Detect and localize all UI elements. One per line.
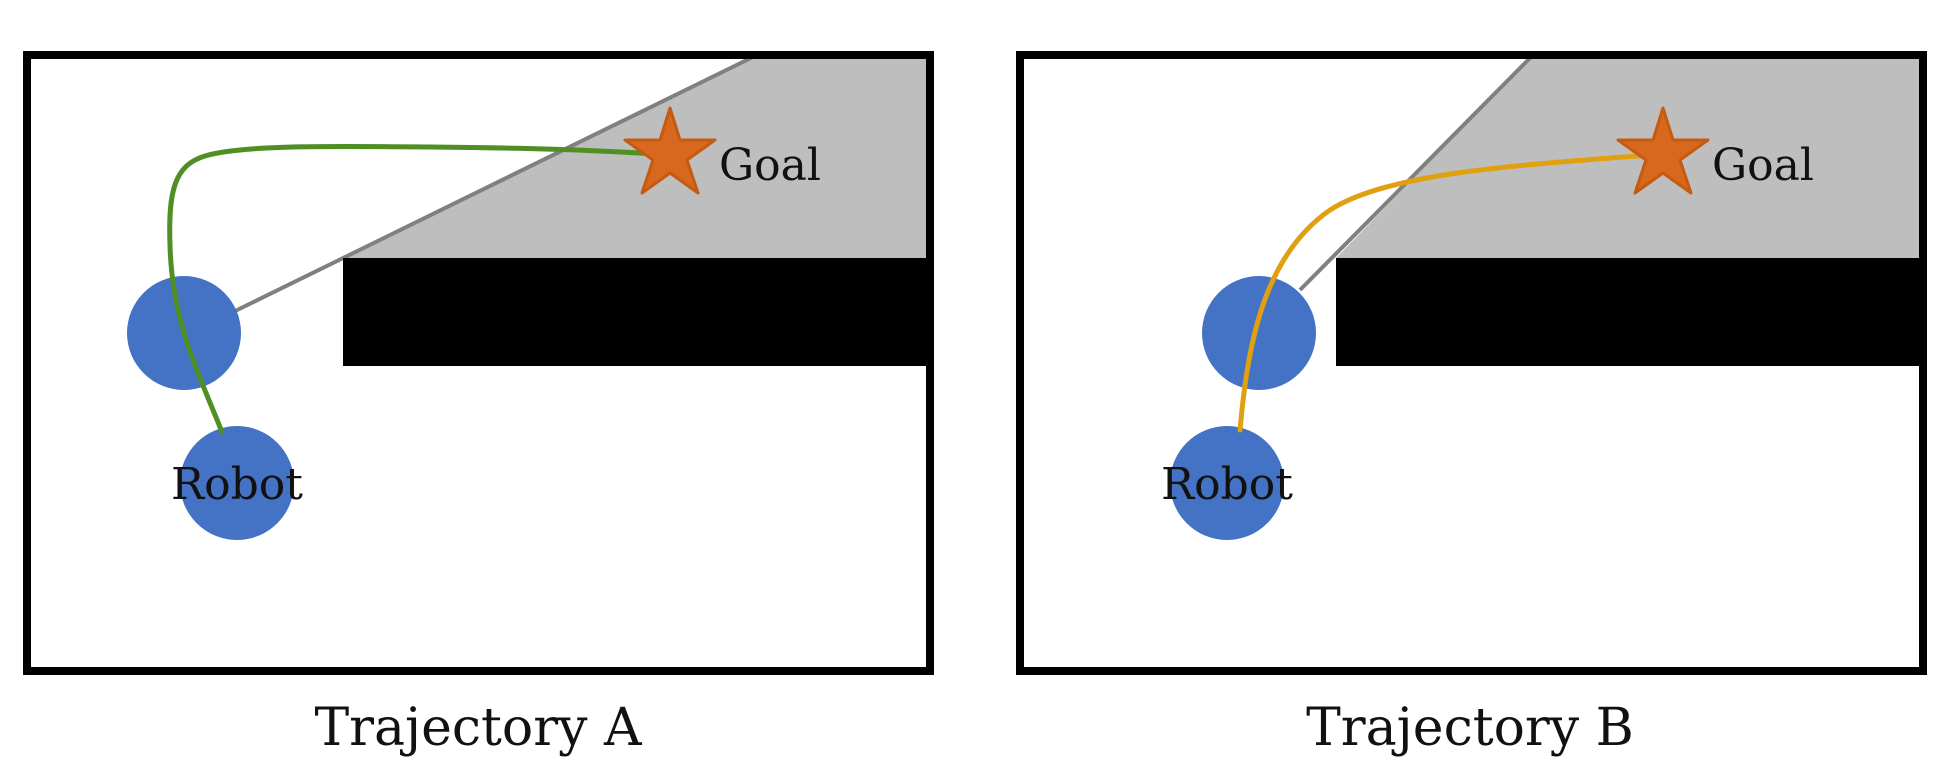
panel-a-goal-star-icon bbox=[623, 106, 717, 195]
panel-a-sight-line bbox=[230, 53, 758, 315]
panel-trajectory-a: Goal Robot Trajectory A bbox=[23, 51, 934, 758]
panel-b-sight-line bbox=[1298, 53, 1535, 292]
panel-a-robot-label: Robot bbox=[171, 459, 303, 510]
panel-b-obstacle-wall bbox=[1336, 258, 1923, 366]
panel-a-trajectory-path bbox=[167, 143, 673, 435]
panel-trajectory-b: Goal Robot Trajectory B bbox=[1016, 51, 1927, 758]
panel-b-trajectory-path bbox=[1237, 151, 1666, 433]
panel-a-visibility-region bbox=[343, 55, 930, 258]
panel-b-frame bbox=[1016, 51, 1927, 675]
panel-a-obstacle-wall bbox=[343, 258, 930, 366]
panel-a-caption: Trajectory A bbox=[314, 698, 643, 758]
panel-a-goal-label: Goal bbox=[719, 140, 821, 191]
panel-b-robot-waypoint bbox=[1202, 276, 1316, 390]
panel-a-frame bbox=[23, 51, 934, 675]
panel-b-caption: Trajectory B bbox=[1306, 698, 1634, 758]
panel-b-robot-start bbox=[1170, 426, 1284, 540]
panel-b-goal-label: Goal bbox=[1712, 140, 1814, 191]
panel-b-goal-star-icon bbox=[1616, 106, 1710, 195]
panel-b-robot-label: Robot bbox=[1161, 459, 1293, 510]
panel-a-robot-start bbox=[180, 426, 294, 540]
